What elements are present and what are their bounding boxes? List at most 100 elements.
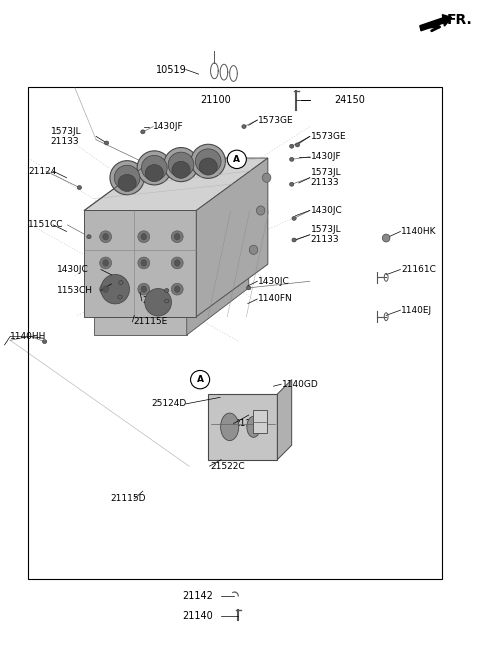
Ellipse shape (137, 151, 171, 185)
Ellipse shape (295, 143, 300, 147)
Ellipse shape (171, 231, 183, 242)
Text: FR.: FR. (447, 13, 472, 28)
Text: 1573GE: 1573GE (311, 132, 347, 141)
Ellipse shape (118, 295, 122, 299)
Ellipse shape (174, 260, 180, 266)
Text: 1573JL
21133: 1573JL 21133 (311, 168, 341, 187)
Text: 1430JF: 1430JF (311, 152, 341, 161)
Ellipse shape (289, 158, 294, 162)
Text: 1140HH: 1140HH (10, 332, 47, 341)
Ellipse shape (103, 286, 108, 292)
Ellipse shape (118, 174, 136, 191)
Ellipse shape (141, 286, 147, 292)
Ellipse shape (165, 288, 169, 292)
Ellipse shape (174, 286, 180, 292)
Text: 21124: 21124 (28, 167, 57, 175)
Text: 21161C: 21161C (401, 265, 436, 274)
Ellipse shape (110, 161, 144, 194)
Text: 25124D: 25124D (152, 399, 187, 409)
Ellipse shape (100, 231, 112, 242)
Ellipse shape (103, 260, 108, 266)
Ellipse shape (42, 340, 47, 344)
Text: 21100: 21100 (200, 95, 231, 105)
Ellipse shape (105, 141, 109, 145)
Text: 1151CC: 1151CC (28, 220, 64, 229)
Ellipse shape (138, 283, 150, 295)
Ellipse shape (191, 145, 226, 178)
Ellipse shape (101, 275, 130, 304)
Ellipse shape (289, 145, 294, 148)
Ellipse shape (138, 231, 150, 242)
Ellipse shape (119, 281, 123, 284)
Text: 21522C: 21522C (211, 462, 245, 470)
Text: 1140GD: 1140GD (282, 380, 319, 389)
Text: 10519: 10519 (156, 64, 187, 74)
Ellipse shape (142, 156, 167, 180)
Polygon shape (84, 210, 196, 317)
Text: 1573JL
21133: 1573JL 21133 (51, 127, 82, 146)
Text: 1573GE: 1573GE (258, 116, 294, 125)
Ellipse shape (87, 235, 91, 238)
Text: A: A (197, 375, 204, 384)
Text: 21115D: 21115D (110, 495, 146, 503)
Ellipse shape (292, 238, 296, 242)
Ellipse shape (256, 206, 265, 215)
Polygon shape (187, 264, 249, 335)
Polygon shape (94, 317, 187, 335)
Ellipse shape (145, 288, 171, 316)
Text: 1140FN: 1140FN (258, 294, 293, 304)
Ellipse shape (174, 233, 180, 240)
Ellipse shape (292, 216, 296, 220)
FancyArrow shape (420, 14, 452, 31)
Ellipse shape (171, 257, 183, 269)
Polygon shape (208, 394, 277, 460)
Ellipse shape (247, 286, 251, 290)
Ellipse shape (383, 234, 390, 242)
Ellipse shape (172, 162, 190, 178)
Text: 1430JF: 1430JF (153, 122, 184, 131)
Ellipse shape (164, 148, 198, 181)
Ellipse shape (141, 260, 147, 266)
Ellipse shape (103, 233, 108, 240)
Text: 21119B: 21119B (234, 419, 269, 428)
Ellipse shape (100, 283, 112, 295)
Text: 24150: 24150 (335, 95, 365, 105)
Ellipse shape (141, 130, 145, 134)
Ellipse shape (141, 233, 147, 240)
Ellipse shape (168, 152, 194, 177)
Ellipse shape (191, 371, 210, 389)
Ellipse shape (145, 165, 163, 181)
Ellipse shape (289, 182, 294, 186)
Ellipse shape (77, 185, 82, 189)
Ellipse shape (138, 257, 150, 269)
Text: 1140HK: 1140HK (401, 227, 437, 236)
Ellipse shape (221, 413, 239, 441)
Text: 1430JC: 1430JC (258, 277, 290, 286)
Bar (28, 87, 442, 579)
Ellipse shape (247, 417, 260, 438)
Ellipse shape (228, 150, 246, 169)
Ellipse shape (195, 149, 221, 173)
Text: 1430JC: 1430JC (311, 206, 343, 215)
Text: 21115E: 21115E (133, 317, 168, 327)
Polygon shape (196, 158, 268, 317)
Ellipse shape (263, 173, 271, 182)
Ellipse shape (242, 125, 246, 129)
Text: 1573JL
21133: 1573JL 21133 (311, 225, 341, 244)
Text: 1153CH: 1153CH (57, 286, 93, 295)
Text: A: A (233, 155, 240, 164)
Bar (252, 411, 267, 434)
Polygon shape (84, 158, 268, 210)
Text: 21114: 21114 (143, 296, 171, 306)
Ellipse shape (171, 283, 183, 295)
Text: 1430JC: 1430JC (57, 265, 89, 274)
Text: 21142: 21142 (182, 591, 213, 601)
Text: 21140: 21140 (182, 610, 213, 621)
Ellipse shape (100, 257, 112, 269)
Ellipse shape (249, 245, 258, 254)
Ellipse shape (165, 299, 169, 303)
Polygon shape (277, 380, 292, 460)
Text: 1140EJ: 1140EJ (401, 306, 432, 315)
Ellipse shape (114, 166, 140, 190)
Ellipse shape (199, 158, 217, 175)
